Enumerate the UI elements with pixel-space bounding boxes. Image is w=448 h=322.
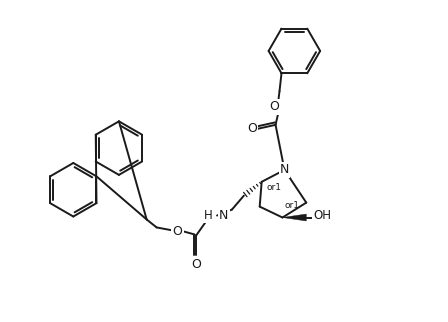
Text: O: O	[247, 122, 257, 135]
Polygon shape	[283, 214, 306, 221]
Text: OH: OH	[313, 209, 331, 222]
Text: O: O	[172, 225, 182, 238]
Text: O: O	[270, 100, 280, 113]
Text: N: N	[280, 164, 289, 176]
Text: H: H	[204, 209, 213, 222]
Text: or1: or1	[266, 183, 281, 192]
Text: O: O	[191, 258, 201, 270]
Text: or1: or1	[285, 201, 300, 210]
Text: N: N	[219, 209, 228, 222]
